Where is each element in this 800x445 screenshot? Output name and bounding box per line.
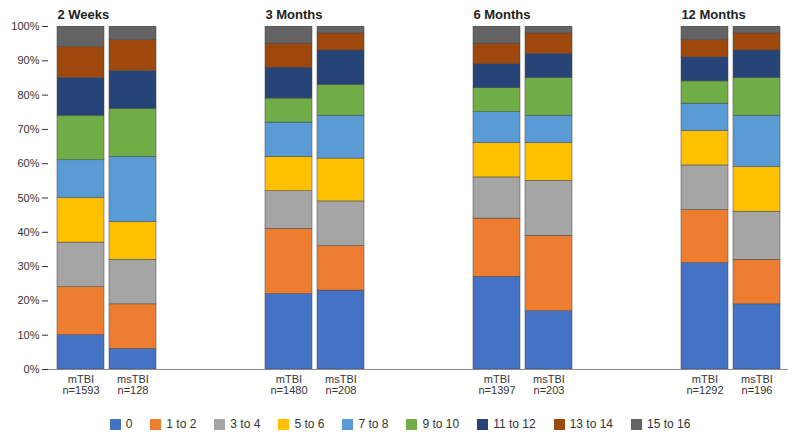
- svg-text:6 Months: 6 Months: [473, 7, 530, 22]
- html-text:9 to 10: 9 to 10: [422, 417, 460, 431]
- svg-text:mTBIn=1397: mTBIn=1397: [478, 373, 515, 396]
- svg-text:msTBIn=208: msTBIn=208: [325, 373, 357, 396]
- svg-text:40%: 40%: [17, 226, 39, 238]
- svg-text:100%: 100%: [11, 20, 39, 32]
- html-text:11 to 12: 11 to 12: [493, 417, 536, 431]
- html-text:5 to 6: 5 to 6: [294, 417, 325, 431]
- html-text:0: 0: [125, 417, 133, 431]
- html-text:7 to 8: 7 to 8: [358, 417, 389, 431]
- svg-text:10%: 10%: [17, 329, 39, 341]
- svg-text:msTBIn=203: msTBIn=203: [533, 373, 565, 396]
- svg-text:2 Weeks: 2 Weeks: [57, 7, 109, 22]
- svg-text:30%: 30%: [17, 260, 39, 272]
- svg-text:60%: 60%: [17, 157, 39, 169]
- svg-text:0%: 0%: [24, 363, 40, 375]
- svg-text:20%: 20%: [17, 294, 39, 306]
- svg-text:msTBIn=128: msTBIn=128: [117, 373, 149, 396]
- svg-text:12 Months: 12 Months: [681, 7, 745, 22]
- svg-text:mTBIn=1593: mTBIn=1593: [62, 373, 99, 396]
- svg-text:mTBIn=1292: mTBIn=1292: [686, 373, 723, 396]
- svg-text:3 Months: 3 Months: [265, 7, 322, 22]
- svg-text:90%: 90%: [17, 54, 39, 66]
- svg-text:mTBIn=1480: mTBIn=1480: [270, 373, 307, 396]
- html-text:13 to 14: 13 to 14: [569, 417, 613, 431]
- svg-text:70%: 70%: [17, 123, 39, 135]
- html-text:1 to 2: 1 to 2: [166, 417, 197, 431]
- svg-text:50%: 50%: [17, 192, 39, 204]
- html-text:3 to 4: 3 to 4: [230, 417, 261, 431]
- svg-text:msTBIn=196: msTBIn=196: [741, 373, 773, 396]
- svg-text:80%: 80%: [17, 89, 39, 101]
- html-text:15 to 16: 15 to 16: [647, 417, 691, 431]
